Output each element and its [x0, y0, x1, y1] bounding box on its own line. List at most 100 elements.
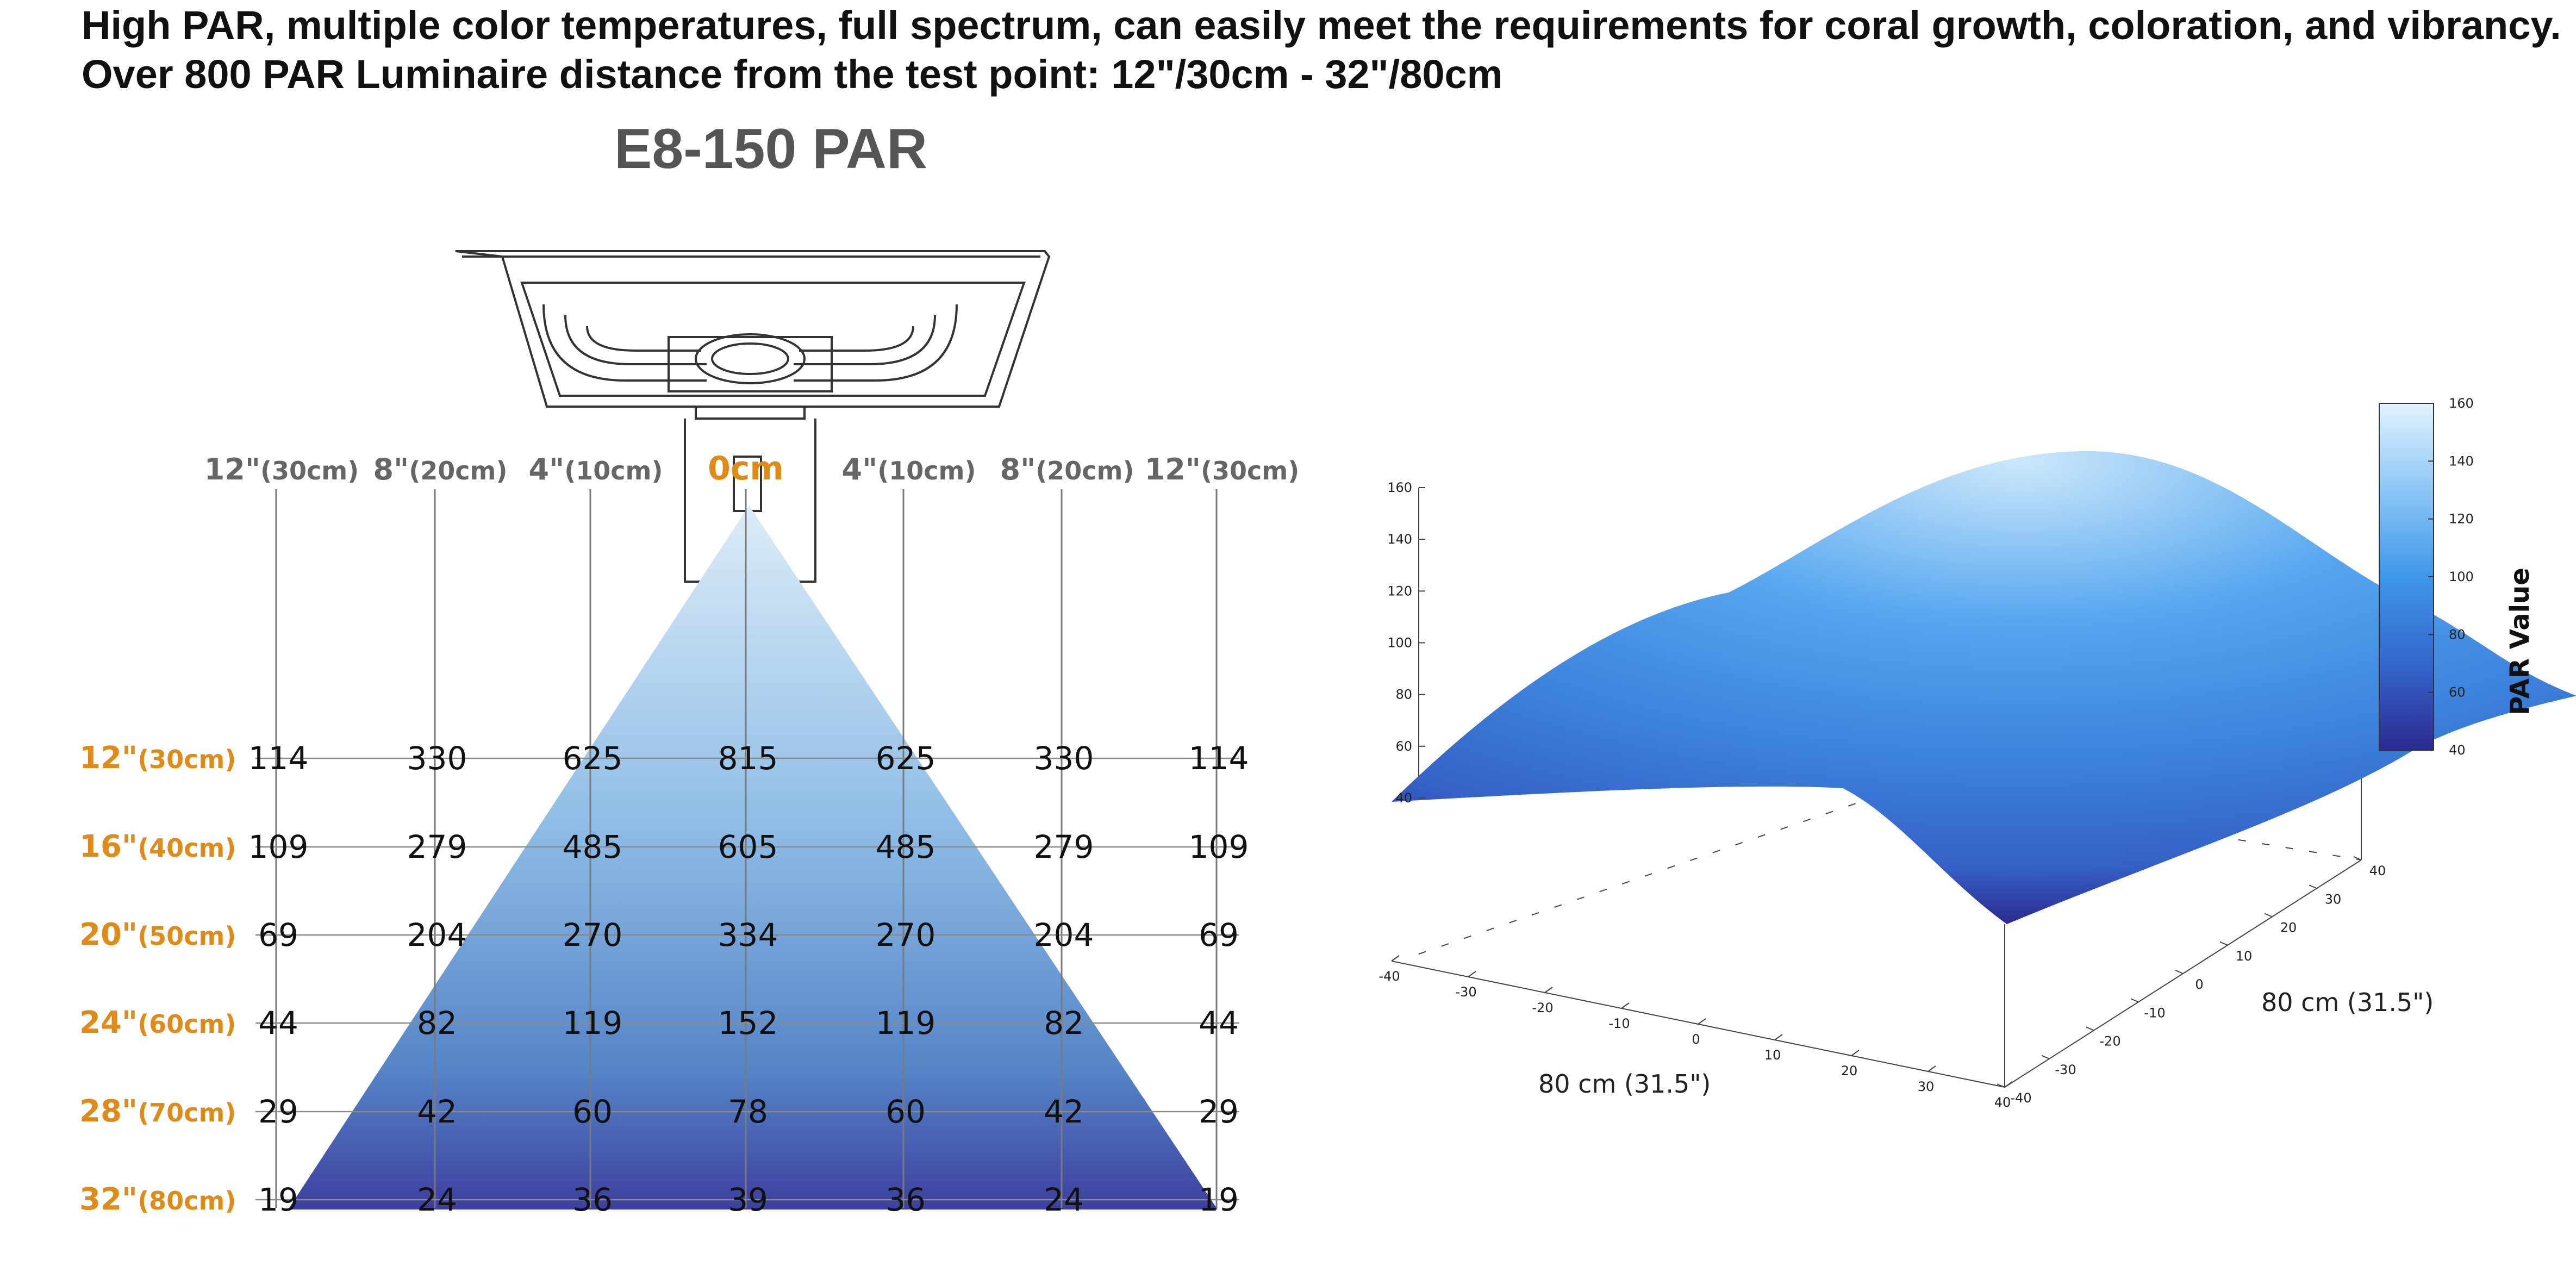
par-value-cell: 330: [1034, 740, 1094, 777]
headline-line-1: High PAR, multiple color temperatures, f…: [82, 3, 2561, 48]
z-tick-label: 80: [1395, 687, 1412, 702]
par-value-cell: 36: [885, 1181, 926, 1218]
x-tick-mark: [1774, 1034, 1783, 1040]
par-value-cell: 109: [248, 828, 309, 865]
colorbar-label: PAR Value: [2505, 568, 2535, 715]
par-value-cell: 119: [876, 1005, 936, 1042]
y-tick-label: 30: [2325, 891, 2342, 907]
y-axis-label: 80 cm (31.5"): [2261, 988, 2434, 1017]
y-tick-label: -40: [2010, 1090, 2031, 1106]
column-headers: 12"(30cm) 8"(20cm) 4"(10cm) 0cm 4"(10cm) 8"(2…: [204, 450, 1300, 488]
z-tick-label: 120: [1387, 583, 1412, 598]
z-tick-label: 60: [1395, 739, 1412, 754]
column-header-5: 8"(20cm): [1000, 452, 1134, 487]
par-value-cell: 19: [258, 1181, 298, 1218]
par-surface: [1392, 451, 2576, 924]
par-value-cell: 29: [258, 1093, 298, 1130]
y-tick-mark: [2086, 1026, 2094, 1031]
par-value-cell: 270: [563, 916, 623, 953]
x-tick-mark: [1928, 1065, 1936, 1072]
par-value-cell: 42: [1044, 1093, 1084, 1130]
y-tick-label: 10: [2236, 949, 2253, 964]
x-tick-mark: [1698, 1018, 1706, 1025]
par-value-cell: 204: [407, 916, 467, 953]
axis-ticks: 406080100120140160-40-30-20-10010203040-…: [1379, 480, 2386, 1110]
x-tick-label: -30: [1455, 984, 1476, 1000]
par-value-cell: 279: [407, 828, 467, 865]
par-value-cell: 82: [1044, 1005, 1084, 1042]
x-tick-label: 10: [1764, 1047, 1781, 1063]
x-tick-label: -20: [1532, 1000, 1553, 1015]
y-tick-label: 0: [2195, 977, 2203, 992]
y-tick-mark: [2041, 1055, 2050, 1059]
par-value-cell: 36: [572, 1181, 613, 1218]
par-value-cell: 485: [876, 828, 936, 865]
par-value-cell: 279: [1034, 828, 1094, 865]
par-values: 114 330 625 815 625 330 114 109 279 485 605 485 279 1…: [248, 740, 1249, 1218]
par-value-cell: 119: [563, 1005, 623, 1042]
colorbar-tick-label: 40: [2449, 743, 2466, 758]
par-value-cell: 19: [1199, 1181, 1239, 1218]
column-header-6: 12"(30cm): [1145, 452, 1300, 487]
x-tick-mark: [1544, 987, 1553, 993]
column-header-4: 4"(10cm): [842, 452, 976, 487]
headline-line-2: Over 800 PAR Luminaire distance from the…: [82, 52, 1503, 97]
x-tick-mark: [1621, 1002, 1630, 1009]
par-surface-plot: 406080100120140160-40-30-20-10010203040-…: [1379, 396, 2576, 1110]
row-header-1: 16"(40cm): [79, 829, 236, 864]
par-value-cell: 114: [248, 740, 309, 777]
x-tick-label: 40: [1994, 1095, 2011, 1110]
par-value-cell: 29: [1199, 1093, 1239, 1130]
par-value-cell: 78: [728, 1093, 768, 1130]
par-value-cell: 39: [728, 1181, 768, 1218]
y-tick-label: 40: [2369, 863, 2386, 878]
y-tick-mark: [2130, 998, 2139, 1003]
x-tick-mark: [1391, 955, 1400, 962]
y-tick-label: -30: [2055, 1062, 2076, 1077]
par-value-cell: 42: [417, 1093, 457, 1130]
x-tick-label: -40: [1379, 969, 1400, 984]
par-value-cell: 605: [718, 828, 778, 865]
row-header-2: 20"(50cm): [79, 917, 236, 952]
par-value-cell: 44: [258, 1005, 298, 1042]
colorbar-tick-label: 120: [2449, 512, 2474, 527]
y-tick-mark: [2353, 856, 2362, 861]
colorbar-tick-label: 160: [2449, 396, 2474, 411]
z-tick-label: 140: [1387, 532, 1412, 547]
par-value-cell: 69: [258, 916, 298, 953]
par-value-cell: 204: [1034, 916, 1094, 953]
colorbar-tick-label: 60: [2449, 685, 2466, 700]
y-tick-mark: [1997, 1083, 2005, 1088]
par-distribution-chart: 12"(30cm) 8"(20cm) 4"(10cm) 0cm 4"(10cm) 8"(2…: [79, 250, 1300, 1218]
z-tick-label: 160: [1387, 480, 1412, 495]
colorbar-tick-label: 140: [2449, 453, 2474, 469]
column-header-3: 0cm: [708, 450, 784, 488]
y-tick-label: 20: [2280, 920, 2297, 936]
column-header-0: 12"(30cm): [204, 452, 359, 487]
par-value-cell: 69: [1199, 916, 1239, 953]
table-grid: [255, 489, 1239, 1208]
par-value-cell: 114: [1189, 740, 1249, 777]
par-value-cell: 60: [572, 1093, 613, 1130]
par-value-cell: 625: [563, 740, 623, 777]
par-value-cell: 109: [1189, 828, 1249, 865]
colorbar: [2379, 403, 2434, 751]
x-tick-label: 20: [1841, 1063, 1858, 1078]
y-tick-label: -10: [2144, 1005, 2165, 1020]
column-header-2: 4"(10cm): [529, 452, 663, 487]
x-tick-mark: [1468, 971, 1476, 977]
par-value-cell: 44: [1199, 1005, 1239, 1042]
luminaire-drawing: [455, 250, 1051, 583]
x-tick-mark: [1851, 1050, 1860, 1056]
y-tick-mark: [2309, 884, 2317, 889]
z-tick-label: 100: [1387, 635, 1412, 651]
par-value-cell: 152: [718, 1005, 778, 1042]
chart-title: E8-150 PAR: [614, 117, 928, 180]
y-tick-mark: [2219, 941, 2228, 946]
light-beam: [288, 506, 1218, 1209]
colorbar-tick-label: 100: [2449, 569, 2474, 584]
colorbar-ticks: 40 60 80 100 120 140 160: [2428, 396, 2474, 758]
par-value-cell: 815: [718, 740, 778, 777]
y-tick-mark: [2264, 913, 2273, 918]
par-value-cell: 625: [876, 740, 936, 777]
